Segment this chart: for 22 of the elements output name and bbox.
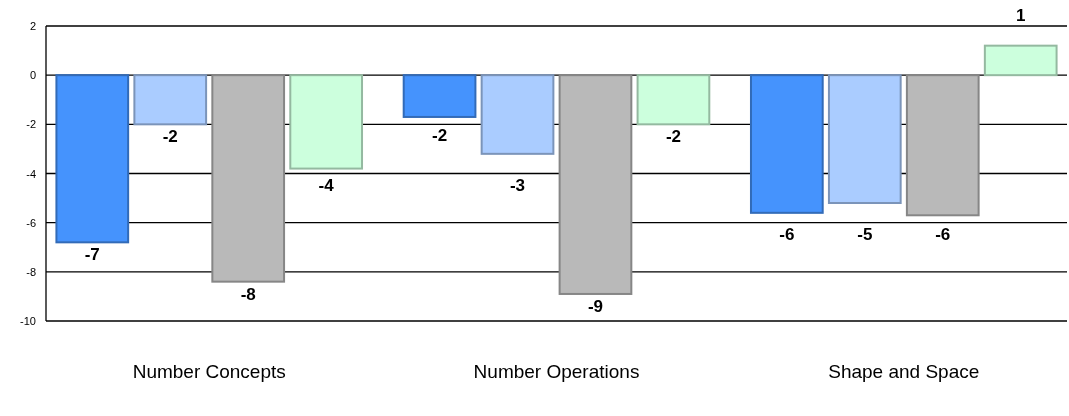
data-label: -6 [779,224,795,244]
data-label: -7 [84,245,100,265]
data-label: -2 [162,127,178,147]
data-label: -2 [665,127,681,147]
x-tick-label: Shape and Space [828,361,980,382]
data-label: -3 [509,175,526,195]
data-label: -9 [587,296,604,316]
x-tick-label: Number Operations [473,361,640,382]
y-tick-label: 0 [29,69,36,82]
data-label: 1 [1015,6,1026,25]
data-label: -8 [240,284,256,304]
y-tick-label: -6 [26,216,36,229]
y-tick-label: -8 [26,265,36,278]
data-label: -2 [432,126,448,146]
y-tick-label: -4 [26,167,36,180]
data-label: -5 [857,224,873,244]
y-tick-label: -2 [26,118,36,131]
y-tick-label: -10 [20,315,36,327]
data-label: -6 [935,224,951,244]
x-tick-label: Number Concepts [132,361,286,382]
y-tick-label: 2 [29,20,36,32]
data-label: -4 [318,175,335,195]
